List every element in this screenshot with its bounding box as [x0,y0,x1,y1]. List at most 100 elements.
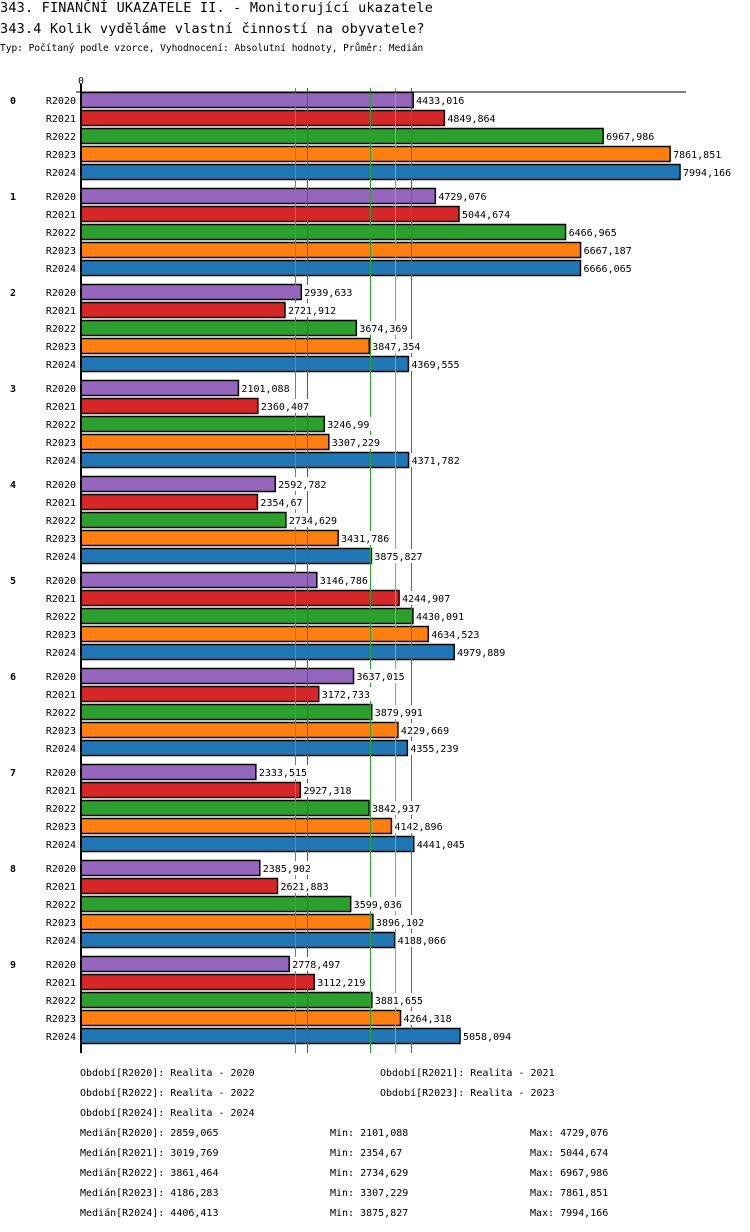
series-row-label: R2023 [46,246,76,257]
x-axis-zero-tick-label: 0 [78,76,84,87]
value-label-bg [259,399,311,413]
value-label-bg [318,573,370,587]
bar-r2024-2 [80,355,410,373]
series-row-label: R2020 [46,288,76,299]
series-row-label: R2022 [46,228,76,239]
series-row-label: R2024 [46,264,76,275]
bar-r2021-7 [80,781,302,799]
series-row-label: R2021 [46,978,76,989]
chart-meta: Typ: Počítaný podle vzorce, Vyhodnocení:… [0,43,424,54]
series-row-label: R2023 [46,630,76,641]
value-label: 4441,045 [417,840,465,851]
value-label: 2734,629 [289,516,337,527]
value-label: 4371,782 [412,456,460,467]
bar-r2022-2 [80,319,358,337]
min-stat-r2021: Min: 2354,67 [330,1148,403,1159]
value-label-bg [279,879,331,893]
bar-r2020-6 [80,667,355,685]
value-label: 3879,991 [375,708,423,719]
bar-r2022-3 [80,415,326,433]
value-label-bg [437,189,489,203]
value-label: 2333,515 [259,768,307,779]
bar-r2020-5 [80,571,318,589]
value-label-bg [330,435,382,449]
bar-r2020-3 [80,379,240,397]
value-label: 4142,896 [394,822,442,833]
category-label: 6 [10,672,16,683]
value-label: 2385,902 [263,864,311,875]
series-row-label: R2024 [46,744,76,755]
bar-r2020-9 [80,955,290,973]
median-stat-r2023: Medián[R2023]: 4186,283 [80,1188,219,1199]
value-label: 3146,786 [320,576,368,587]
value-label-bg [415,93,466,107]
median-stat-r2024: Medián[R2024]: 4406,413 [80,1208,219,1219]
bar-r2022-1 [80,223,567,241]
max-stat-r2024: Max: 7994,166 [530,1208,609,1219]
value-label: 3307,229 [332,438,380,449]
category-label: 7 [10,768,16,779]
value-label-bg [374,915,426,929]
value-label-bg [291,957,342,971]
bar-r2020-2 [80,283,303,301]
value-label: 6667,187 [584,246,632,257]
series-row-label: R2024 [46,456,76,467]
bar-r2023-4 [80,529,339,547]
value-label-bg [373,993,425,1007]
value-label: 4979,889 [457,648,505,659]
series-row-label: R2020 [46,864,76,875]
value-label-bg [277,477,329,491]
value-label: 2927,318 [303,786,351,797]
bar-r2023-5 [80,625,430,643]
series-row-label: R2020 [46,672,76,683]
report-title: 343. FINANČNÍ UKAZATELE II. - Monitorují… [0,0,434,16]
value-label: 3599,036 [354,900,402,911]
value-label: 4264,318 [404,1014,452,1025]
bar-r2021-4 [80,493,259,511]
value-label: 7994,166 [683,168,731,179]
value-label: 3431,786 [341,534,389,545]
value-label: 4188,066 [398,936,446,947]
bar-r2022-8 [80,895,352,913]
series-row-label: R2024 [46,552,76,563]
series-row-label: R2023 [46,150,76,161]
value-label-bg [302,783,354,797]
value-label: 2721,912 [288,306,336,317]
bar-r2023-8 [80,913,374,931]
series-row-label: R2020 [46,480,76,491]
value-label-bg [462,1029,513,1043]
bar-r2024-7 [80,835,415,853]
value-label-bg [261,861,313,875]
bar-r2022-7 [80,799,370,817]
bar-r2021-5 [80,589,400,607]
value-label-bg [326,417,371,431]
bar-r2023-2 [80,337,371,355]
series-row-label: R2020 [46,384,76,395]
value-label: 3881,655 [375,996,423,1007]
series-row-label: R2024 [46,648,76,659]
median-stat-r2020: Medián[R2020]: 2859,065 [80,1128,219,1139]
value-label-bg [414,609,466,623]
value-label: 6466,965 [569,228,617,239]
bar-r2024-3 [80,451,410,469]
bar-r2020-1 [80,187,437,205]
bar-r2024-1 [80,259,582,277]
legend-period-r2024: Období[R2024]: Realita - 2024 [80,1108,255,1119]
value-label: 5058,094 [463,1032,511,1043]
chart-title: 343.4 Kolik vyděláme vlastní činností na… [0,21,425,37]
value-label: 4634,523 [431,630,479,641]
value-label: 2778,497 [292,960,340,971]
series-row-label: R2021 [46,690,76,701]
series-row-label: R2024 [46,936,76,947]
value-label-bg [371,339,423,353]
category-label: 1 [10,192,16,203]
value-label: 2621,883 [280,882,328,893]
value-label-bg [320,687,372,701]
series-row-label: R2023 [46,342,76,353]
value-label-bg [582,261,634,275]
bar-r2021-3 [80,397,259,415]
value-label-bg [430,627,482,641]
bar-r2022-6 [80,703,373,721]
value-label-bg [415,837,467,851]
bar-r2021-6 [80,685,320,703]
